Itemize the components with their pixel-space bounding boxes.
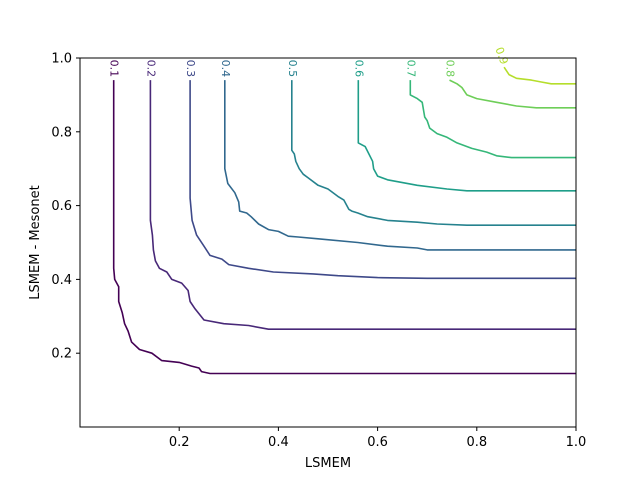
y-tick-label: 0.6: [51, 199, 72, 214]
x-axis-ticks: 0.2 0.4 0.6 0.8 1.0: [169, 427, 586, 450]
contour-lines: [112, 66, 576, 375]
contour-line-0.1: [112, 80, 576, 375]
y-tick-label: 0.4: [51, 273, 72, 288]
x-axis-label: LSMEM: [305, 456, 351, 471]
x-tick-label: 0.4: [268, 435, 289, 450]
contour-label-0.7: 0.7: [404, 60, 417, 78]
contour-line-0.4: [224, 80, 576, 251]
contour-line-0.8: [449, 79, 576, 109]
x-tick-label: 1.0: [566, 435, 587, 450]
contour-line-0.5: [290, 80, 576, 226]
contour-labels: 0.1 0.2 0.3 0.4 0.5 0.6 0.7 0.8 0.9: [108, 45, 511, 77]
x-tick-label: 0.6: [367, 435, 388, 450]
y-axis-label: LSMEM - Mesonet: [28, 185, 43, 299]
contour-label-0.5: 0.5: [286, 60, 299, 78]
contour-label-0.9: 0.9: [492, 45, 510, 66]
contour-label-0.3: 0.3: [184, 60, 197, 78]
x-tick-label: 0.2: [169, 435, 190, 450]
y-tick-label: 0.8: [51, 125, 72, 140]
y-tick-label: 1.0: [51, 52, 72, 67]
contour-line-0.3: [189, 80, 576, 280]
y-axis-ticks: 0.2 0.4 0.6 0.8 1.0: [51, 52, 80, 362]
contour-line-0.6: [357, 80, 576, 192]
x-tick-label: 0.8: [466, 435, 487, 450]
contour-line-0.9: [503, 66, 576, 85]
contour-label-0.6: 0.6: [352, 60, 365, 78]
contour-line-0.7: [409, 80, 576, 159]
contour-label-0.2: 0.2: [144, 60, 157, 78]
contour-line-0.2: [149, 80, 576, 331]
contour-label-0.4: 0.4: [219, 60, 232, 78]
contour-label-0.1: 0.1: [108, 60, 121, 78]
axes-frame: [79, 57, 577, 428]
y-tick-label: 0.2: [51, 347, 72, 362]
contour-label-0.8: 0.8: [444, 60, 457, 78]
